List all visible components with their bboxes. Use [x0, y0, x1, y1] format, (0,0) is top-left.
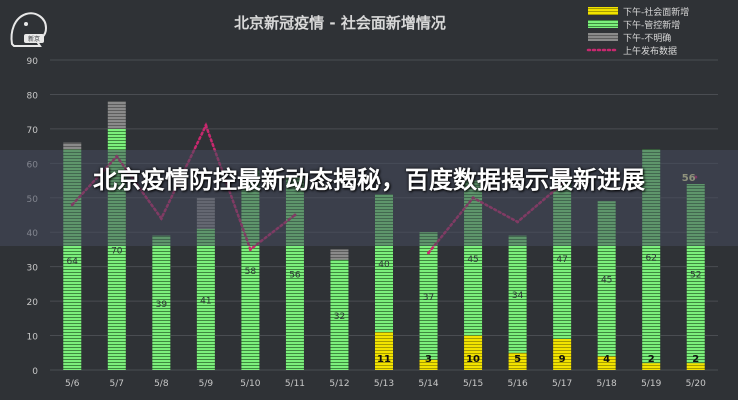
line-point [427, 251, 431, 255]
bar-label-social: 4 [603, 354, 610, 365]
legend-label: 下午-不明确 [623, 32, 671, 44]
y-tick-label: 20 [27, 298, 39, 308]
bar-unclear [330, 249, 349, 260]
bar-managed [508, 235, 527, 353]
bar-social [508, 352, 527, 370]
line-point [248, 247, 252, 251]
x-tick-label: 5/10 [240, 379, 260, 389]
bar-label-social: 2 [648, 354, 655, 365]
legend-swatch [588, 20, 618, 28]
legend-label: 上午发布数据 [623, 45, 677, 57]
logo-text: 新京 [28, 35, 40, 43]
bar-label-managed: 62 [645, 253, 656, 263]
bar-label-managed: 70 [111, 246, 123, 256]
bar-label-social: 10 [466, 354, 480, 365]
bar-label-social: 5 [514, 354, 521, 365]
y-tick-label: 90 [27, 57, 39, 67]
y-tick-label: 30 [27, 264, 39, 274]
legend-swatch [588, 33, 618, 41]
y-tick-label: 10 [27, 333, 39, 343]
x-tick-label: 5/19 [641, 379, 661, 389]
bar-label-managed: 32 [334, 312, 345, 322]
chart-title: 北京新冠疫情 - 社会面新增情况 [234, 14, 446, 32]
x-tick-label: 5/18 [597, 379, 617, 389]
bar-label-managed: 58 [245, 267, 257, 277]
bar-label-social: 11 [377, 354, 391, 365]
x-tick-label: 5/6 [65, 379, 80, 389]
legend-label: 下午-社会面新增 [623, 6, 689, 18]
legend-swatch [588, 7, 618, 15]
x-tick-label: 5/13 [374, 379, 394, 389]
bar-social [464, 335, 483, 370]
bar-label-social: 9 [559, 354, 566, 365]
line-point [204, 123, 208, 127]
bar-managed [152, 235, 171, 370]
bar-label-managed: 56 [289, 271, 301, 281]
bar-social [419, 359, 438, 370]
bar-unclear [63, 142, 82, 150]
x-tick-label: 5/15 [463, 379, 483, 389]
headline-text: 北京疫情防控最新动态揭秘，百度数据揭示最新进展 [93, 166, 645, 194]
headline-banner [0, 150, 738, 246]
bar-label-managed: 40 [378, 260, 390, 270]
bar-label-managed: 64 [67, 257, 79, 267]
bar-label-managed: 45 [601, 276, 612, 286]
x-tick-label: 5/8 [154, 379, 169, 389]
legend-label: 下午-管控新增 [623, 19, 680, 31]
logo: 新京 [6, 6, 52, 52]
bar-label-managed: 37 [423, 293, 434, 303]
x-tick-label: 5/7 [110, 379, 124, 389]
bar-social [642, 363, 661, 370]
bar-label-managed: 34 [512, 291, 524, 301]
x-tick-label: 5/16 [507, 379, 527, 389]
x-tick-label: 5/17 [552, 379, 572, 389]
x-tick-label: 5/20 [686, 379, 706, 389]
bar-unclear [107, 101, 126, 129]
y-tick-label: 80 [27, 91, 39, 101]
x-tick-label: 5/9 [199, 379, 214, 389]
bar-social [597, 356, 616, 370]
y-tick-label: 0 [32, 367, 38, 377]
bar-label-managed: 52 [690, 271, 701, 281]
bar-label-managed: 47 [556, 255, 567, 265]
bar-label-managed: 41 [200, 296, 211, 306]
bar-label-managed: 45 [467, 255, 478, 265]
bar-social [375, 332, 393, 370]
bar-social [686, 363, 705, 370]
bar-managed [419, 232, 438, 360]
y-tick-label: 70 [27, 126, 39, 136]
bar-label-managed: 39 [156, 300, 168, 310]
x-tick-label: 5/12 [329, 379, 349, 389]
bar-managed [196, 228, 215, 370]
bar-social [553, 339, 572, 370]
bar-label-social: 3 [425, 354, 432, 365]
x-tick-label: 5/11 [285, 379, 305, 389]
bar-managed [330, 259, 349, 370]
bar-label-social: 2 [692, 354, 699, 365]
x-tick-label: 5/14 [418, 379, 438, 389]
